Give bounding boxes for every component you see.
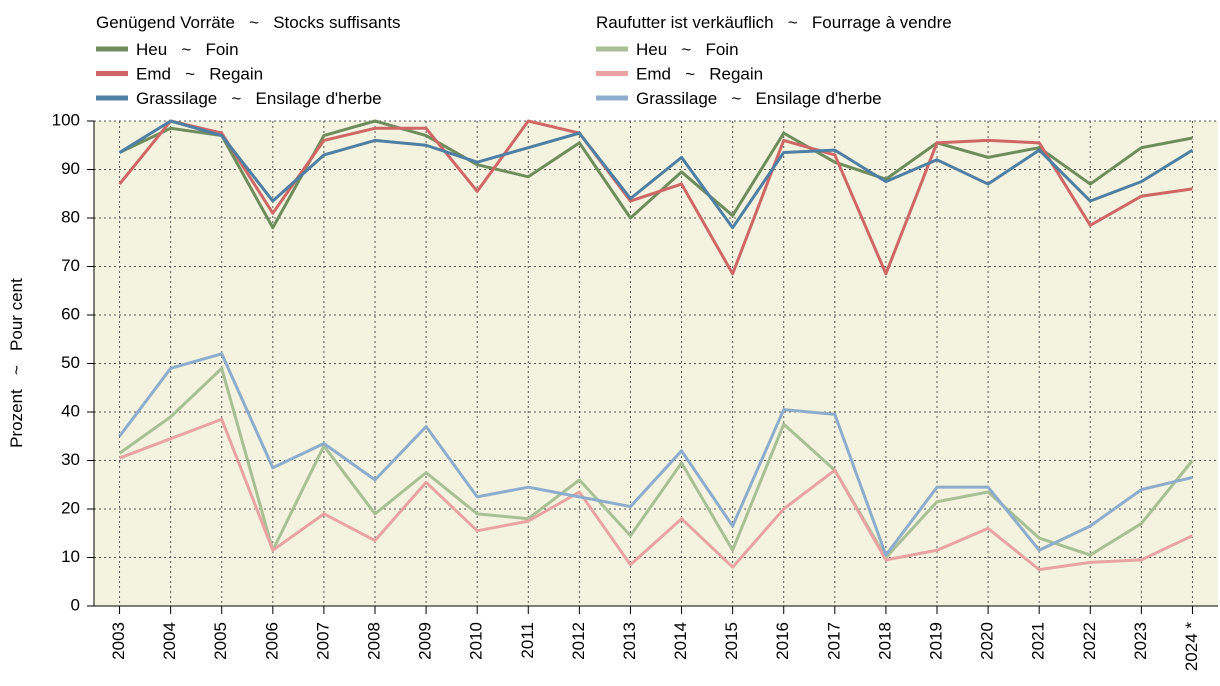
x-tick-label: 2005 [211, 622, 230, 660]
x-tick-label: 2020 [978, 622, 997, 660]
x-tick-label: 2014 [671, 622, 690, 660]
x-tick-label: 2004 [160, 622, 179, 660]
x-tick-label: 2019 [926, 622, 945, 660]
y-tick-label: 80 [61, 207, 80, 226]
x-tick-label: 2021 [1029, 622, 1048, 660]
x-tick-label: 2003 [109, 622, 128, 660]
x-tick-label: 2006 [262, 622, 281, 660]
series-line [118, 366, 1194, 559]
legend-title: Genügend Vorräte ~ Stocks suffisants [96, 13, 400, 32]
series-line [119, 417, 1194, 572]
x-tick-label: 2010 [467, 622, 486, 660]
y-tick-label: 60 [61, 304, 80, 323]
legend-label: Grassilage ~ Ensilage d'herbe [136, 89, 382, 108]
y-tick-label: 40 [61, 401, 80, 420]
y-axis-label: Prozent ~ Pour cent [7, 278, 26, 448]
x-tick-label: 2011 [518, 622, 537, 659]
x-tick-label: 2023 [1131, 622, 1150, 660]
legend-label: Heu ~ Foin [636, 40, 739, 59]
series-line [118, 119, 1193, 230]
series-line [118, 119, 1194, 230]
x-tick-label: 2012 [569, 622, 588, 660]
y-tick-label: 70 [61, 256, 80, 275]
y-tick-label: 90 [61, 159, 80, 178]
x-tick-label: 2007 [313, 622, 332, 660]
y-tick-label: 10 [61, 547, 80, 566]
x-tick-label: 2018 [875, 622, 894, 660]
y-tick-label: 100 [52, 110, 80, 129]
y-tick-label: 0 [71, 595, 80, 614]
x-tick-label: 2015 [722, 622, 741, 660]
y-tick-label: 30 [61, 450, 80, 469]
legend-label: Emd ~ Regain [136, 65, 263, 84]
y-tick-label: 20 [61, 498, 80, 517]
x-tick-label: 2024 * [1182, 622, 1201, 672]
legend-label: Emd ~ Regain [636, 65, 763, 84]
x-tick-label: 2016 [773, 622, 792, 660]
legend-title: Raufutter ist verkäuflich ~ Fourrage à v… [596, 13, 952, 32]
series-line [118, 352, 1193, 557]
x-tick-label: 2013 [620, 622, 639, 660]
x-tick-label: 2008 [364, 622, 383, 660]
x-tick-label: 2009 [416, 622, 435, 660]
x-tick-label: 2022 [1080, 622, 1099, 660]
legend-label: Heu ~ Foin [136, 40, 239, 59]
y-tick-label: 50 [61, 353, 80, 372]
legend-label: Grassilage ~ Ensilage d'herbe [636, 89, 882, 108]
x-tick-label: 2017 [824, 622, 843, 660]
